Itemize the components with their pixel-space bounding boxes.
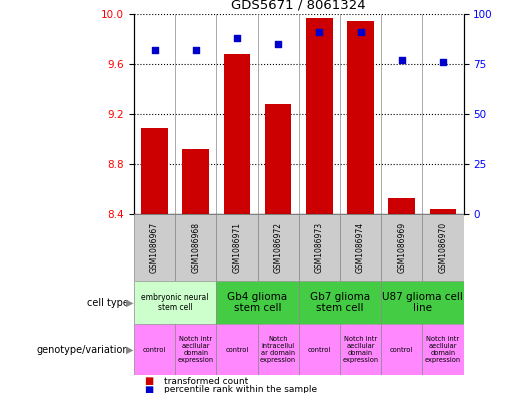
Bar xyxy=(216,324,258,375)
Text: embryonic neural
stem cell: embryonic neural stem cell xyxy=(141,293,209,312)
Bar xyxy=(265,104,291,214)
Point xyxy=(356,29,365,35)
Bar xyxy=(141,128,168,214)
Bar xyxy=(175,324,216,375)
Point xyxy=(192,47,200,53)
Bar xyxy=(299,324,340,375)
Text: GSM1086974: GSM1086974 xyxy=(356,222,365,273)
Text: percentile rank within the sample: percentile rank within the sample xyxy=(164,386,317,393)
Bar xyxy=(224,54,250,214)
Bar xyxy=(134,281,216,324)
Bar xyxy=(216,281,299,324)
Text: control: control xyxy=(390,347,414,353)
Text: transformed count: transformed count xyxy=(164,377,248,386)
Text: ▶: ▶ xyxy=(126,345,133,355)
Point xyxy=(150,47,159,53)
Text: GSM1086967: GSM1086967 xyxy=(150,222,159,273)
Bar xyxy=(258,324,299,375)
Text: ▶: ▶ xyxy=(126,298,133,308)
Text: U87 glioma cell
line: U87 glioma cell line xyxy=(382,292,463,313)
Text: GSM1086970: GSM1086970 xyxy=(438,222,448,273)
Bar xyxy=(381,324,422,375)
Bar xyxy=(134,324,175,375)
Text: control: control xyxy=(143,347,166,353)
Bar xyxy=(422,324,464,375)
Text: Notch intr
aecllular
domain
expression: Notch intr aecllular domain expression xyxy=(425,336,461,363)
Bar xyxy=(216,214,258,281)
Text: control: control xyxy=(225,347,249,353)
Text: GSM1086971: GSM1086971 xyxy=(232,222,242,273)
Text: ■: ■ xyxy=(144,385,153,393)
Text: control: control xyxy=(307,347,331,353)
Bar xyxy=(182,149,209,214)
Text: Notch intr
aecllular
domain
expression: Notch intr aecllular domain expression xyxy=(342,336,379,363)
Bar xyxy=(340,324,381,375)
Text: GSM1086973: GSM1086973 xyxy=(315,222,324,273)
Point xyxy=(315,29,323,35)
Bar xyxy=(299,281,381,324)
Point xyxy=(398,57,406,63)
Point xyxy=(233,35,241,41)
Bar xyxy=(388,198,415,214)
Text: Notch intr
aecllular
domain
expression: Notch intr aecllular domain expression xyxy=(178,336,214,363)
Point xyxy=(274,40,282,47)
Bar xyxy=(347,21,374,214)
Text: GSM1086969: GSM1086969 xyxy=(397,222,406,273)
Text: Gb7 glioma
stem cell: Gb7 glioma stem cell xyxy=(310,292,370,313)
Text: cell type: cell type xyxy=(87,298,129,308)
Bar xyxy=(175,214,216,281)
Title: GDS5671 / 8061324: GDS5671 / 8061324 xyxy=(231,0,366,11)
Bar xyxy=(381,281,464,324)
Bar xyxy=(134,214,175,281)
Text: ■: ■ xyxy=(144,376,153,386)
Text: GSM1086968: GSM1086968 xyxy=(191,222,200,273)
Bar xyxy=(422,214,464,281)
Bar xyxy=(340,214,381,281)
Text: genotype/variation: genotype/variation xyxy=(36,345,129,355)
Bar xyxy=(299,214,340,281)
Bar xyxy=(258,214,299,281)
Text: Gb4 glioma
stem cell: Gb4 glioma stem cell xyxy=(228,292,287,313)
Bar xyxy=(381,214,422,281)
Point xyxy=(439,59,447,65)
Bar xyxy=(430,209,456,214)
Text: GSM1086972: GSM1086972 xyxy=(273,222,283,273)
Bar xyxy=(306,18,333,214)
Text: Notch
intracellul
ar domain
expression: Notch intracellul ar domain expression xyxy=(260,336,296,363)
